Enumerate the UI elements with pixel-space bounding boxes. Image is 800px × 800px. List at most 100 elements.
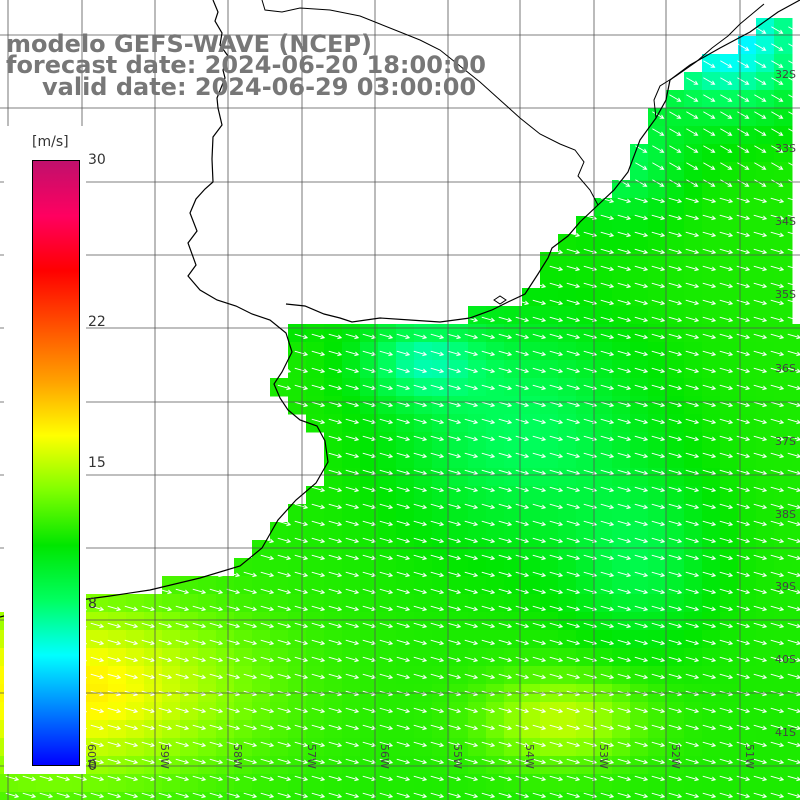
wind-speed-cell (720, 540, 739, 559)
wind-arrow (702, 503, 717, 510)
wind-speed-cell (612, 504, 631, 523)
wind-speed-cell (378, 522, 397, 541)
wind-arrow (617, 418, 632, 425)
wind-speed-cell (522, 558, 541, 577)
wind-arrow (532, 333, 547, 340)
wind-arrow (192, 758, 207, 765)
wind-speed-cell (666, 198, 685, 217)
wind-arrow (770, 554, 785, 561)
wind-arrow (787, 350, 800, 357)
wind-arrow (787, 537, 800, 544)
wind-arrow (260, 588, 275, 595)
wind-arrow (515, 656, 530, 663)
wind-speed-cell (486, 450, 505, 469)
wind-arrow (634, 520, 649, 527)
wind-arrow (549, 469, 564, 476)
wind-speed-cell (774, 36, 793, 55)
wind-arrow (430, 554, 445, 561)
wind-arrow (277, 758, 292, 765)
wind-arrow (651, 265, 666, 272)
wind-speed-cell (576, 540, 595, 559)
wind-arrow (702, 299, 717, 306)
wind-arrow (294, 554, 309, 561)
wind-arrow (124, 775, 139, 782)
wind-speed-cell (702, 522, 721, 541)
wind-speed-cell (684, 702, 703, 721)
wind-arrow (634, 350, 649, 357)
wind-arrow (413, 333, 428, 340)
wind-speed-cell (792, 432, 800, 451)
wind-arrow (277, 673, 292, 680)
wind-arrow (243, 639, 258, 646)
longitude-label: 57W (305, 744, 318, 769)
wind-arrow (566, 299, 581, 306)
longitude-label: 51W (743, 744, 756, 769)
wind-arrow (294, 384, 309, 391)
wind-speed-cell (288, 792, 307, 800)
wind-speed-cell (774, 738, 793, 757)
wind-arrow (617, 673, 632, 680)
wind-arrow (702, 724, 717, 731)
wind-speed-cell (594, 396, 613, 415)
wind-speed-cell (774, 360, 793, 379)
wind-arrow (515, 333, 530, 340)
wind-arrow (685, 741, 700, 748)
wind-speed-cell (342, 756, 361, 775)
wind-arrow (90, 758, 105, 765)
wind-arrow (345, 792, 360, 799)
wind-arrow (532, 741, 547, 748)
wind-arrow (566, 656, 581, 663)
wind-speed-cell (684, 774, 703, 793)
wind-speed-cell (252, 630, 271, 649)
wind-speed-cell (342, 468, 361, 487)
wind-speed-cell (522, 360, 541, 379)
wind-arrow (464, 639, 479, 646)
wind-arrow (226, 775, 241, 782)
wind-speed-cell (360, 756, 379, 775)
wind-arrow (719, 197, 734, 204)
wind-speed-cell (396, 720, 415, 739)
wind-speed-cell (486, 378, 505, 397)
wind-arrow (787, 775, 800, 782)
wind-arrow (787, 673, 800, 680)
wind-arrow (311, 622, 326, 629)
wind-arrow (651, 248, 666, 255)
wind-arrow (396, 639, 411, 646)
wind-speed-cell (720, 576, 739, 595)
wind-speed-cell (486, 630, 505, 649)
wind-speed-cell (612, 270, 631, 289)
wind-arrow (447, 503, 462, 510)
wind-arrow (753, 452, 768, 459)
wind-arrow (532, 775, 547, 782)
wind-speed-cell (648, 756, 667, 775)
wind-speed-cell (720, 522, 739, 541)
wind-speed-cell (432, 774, 451, 793)
wind-speed-cell (612, 288, 631, 307)
wind-arrow (668, 333, 683, 340)
wind-arrow (634, 741, 649, 748)
wind-arrow (345, 469, 360, 476)
wind-speed-cell (378, 774, 397, 793)
wind-speed-cell (666, 306, 685, 325)
wind-speed-cell (540, 324, 559, 343)
wind-arrow (737, 111, 750, 119)
wind-arrow (736, 588, 751, 595)
wind-arrow (617, 622, 632, 629)
wind-arrow (345, 537, 360, 544)
wind-arrow (736, 792, 751, 799)
wind-speed-cell (666, 270, 685, 289)
wind-speed-cell (648, 126, 667, 145)
wind-arrow (753, 520, 768, 527)
wind-speed-cell (396, 432, 415, 451)
wind-speed-cell (306, 720, 325, 739)
wind-arrow (175, 741, 190, 748)
wind-arrow (651, 792, 666, 799)
wind-arrow (634, 673, 649, 680)
wind-arrow (447, 452, 462, 459)
wind-arrow (515, 673, 530, 680)
wind-speed-cell (486, 414, 505, 433)
wind-arrow (447, 673, 462, 680)
wind-arrow (430, 571, 445, 578)
wind-arrow (379, 707, 394, 714)
wind-speed-cell (630, 486, 649, 505)
